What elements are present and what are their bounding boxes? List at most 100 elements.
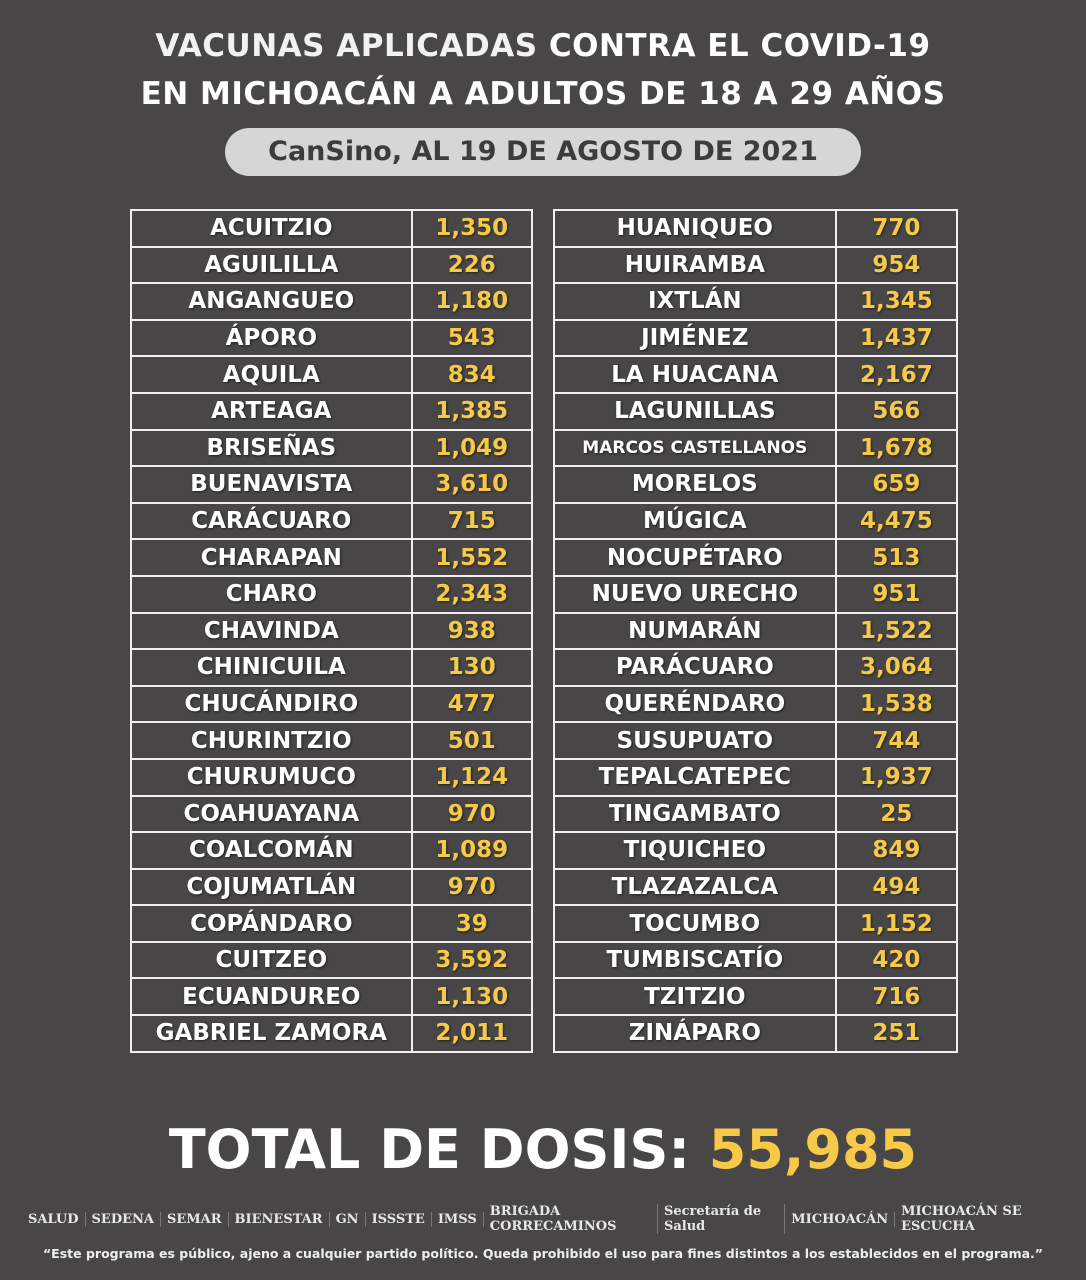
dose-count: 251 — [834, 1014, 959, 1053]
table-row: TINGAMBATO 25 — [553, 794, 959, 834]
dose-count: 226 — [410, 245, 534, 285]
municipality-name: ARTEAGA — [130, 391, 413, 431]
dose-count: 849 — [834, 831, 959, 870]
table-row: CHUCÁNDIRO 477 — [130, 684, 534, 724]
municipality-name: COALCOMÁN — [130, 831, 413, 870]
dose-count: 1,522 — [834, 611, 959, 651]
municipality-name: ZINÁPARO — [553, 1014, 837, 1053]
dose-count: 513 — [834, 538, 959, 577]
logo: Secretaría de Salud — [658, 1204, 786, 1234]
table-row: ARTEAGA 1,385 — [130, 391, 534, 431]
table-row: IXTLÁN 1,345 — [553, 282, 959, 321]
logo: IMSS — [432, 1211, 484, 1227]
municipality-name: CHAVINDA — [130, 611, 413, 651]
dose-count: 1,350 — [410, 209, 534, 248]
dose-count: 938 — [410, 611, 534, 651]
municipality-name: GABRIEL ZAMORA — [130, 1014, 413, 1053]
municipality-name: TIQUICHEO — [553, 831, 837, 870]
dose-count: 716 — [834, 977, 959, 1017]
municipality-name: CHINICUILA — [130, 648, 413, 687]
title-line-2: EN MICHOACÁN A ADULTOS DE 18 A 29 AÑOS — [140, 76, 946, 112]
title-part-a: VACUNAS APLICADAS — [155, 28, 549, 64]
dose-count: 1,437 — [834, 318, 959, 358]
municipality-name: TLAZAZALCA — [553, 867, 837, 907]
table-row: ZINÁPARO 251 — [553, 1014, 959, 1053]
municipality-name: CARÁCUARO — [130, 501, 413, 541]
table-row: CHURUMUCO 1,124 — [130, 757, 534, 797]
table-row: CARÁCUARO 715 — [130, 501, 534, 541]
dose-count: 1,678 — [834, 428, 959, 468]
municipality-name: CHURUMUCO — [130, 757, 413, 797]
municipality-name: LA HUACANA — [553, 355, 837, 394]
table-row: LAGUNILLAS 566 — [553, 391, 959, 431]
dose-count: 39 — [410, 904, 534, 943]
dose-count: 2,343 — [410, 574, 534, 614]
municipality-name: AQUILA — [130, 355, 413, 394]
dose-count: 659 — [834, 465, 959, 504]
dose-count: 3,064 — [834, 648, 959, 687]
municipality-name: PARÁCUARO — [553, 648, 837, 687]
dose-count: 1,345 — [834, 282, 959, 321]
municipality-name: NOCUPÉTARO — [553, 538, 837, 577]
logo: ISSSTE — [366, 1211, 432, 1227]
municipality-name: JIMÉNEZ — [553, 318, 837, 358]
dose-count: 3,610 — [410, 465, 534, 504]
table-left: ACUITZIO 1,350 AGUILILLA 226 ANGANGUEO 1,180 Á… — [130, 209, 534, 1053]
dose-count: 715 — [410, 501, 534, 541]
table-row: SUSUPUATO 744 — [553, 721, 959, 760]
table-row: COJUMATLÁN 970 — [130, 867, 534, 907]
dose-count: 2,167 — [834, 355, 959, 394]
table-row: MARCOS CASTELLANOS 1,678 — [553, 428, 959, 468]
table-row: CHAVINDA 938 — [130, 611, 534, 651]
municipality-name: ANGANGUEO — [130, 282, 413, 321]
logo: SALUD — [22, 1211, 86, 1227]
municipality-name: TUMBISCATÍO — [553, 940, 837, 980]
table-right: HUANIQUEO 770 HUIRAMBA 954 IXTLÁN 1,345 JIMÉNE… — [553, 209, 959, 1053]
logo-bar: SALUD SEDENA SEMAR BIENESTAR GN ISSSTE IMSS BRI… — [22, 1204, 1066, 1234]
dose-count: 494 — [834, 867, 959, 907]
municipality-name: CUITZEO — [130, 940, 413, 980]
municipality-name: IXTLÁN — [553, 282, 837, 321]
municipality-name: CHARO — [130, 574, 413, 614]
dose-count: 744 — [834, 721, 959, 760]
table-row: LA HUACANA 2,167 — [553, 355, 959, 394]
municipality-name: TOCUMBO — [553, 904, 837, 943]
dose-count: 501 — [410, 721, 534, 760]
table-row: HUIRAMBA 954 — [553, 245, 959, 285]
municipality-name: HUIRAMBA — [553, 245, 837, 285]
total-doses: TOTAL DE DOSIS: 55,985 — [0, 1118, 1086, 1181]
municipality-name: ECUANDUREO — [130, 977, 413, 1017]
table-row: COPÁNDARO 39 — [130, 904, 534, 943]
municipality-name: MORELOS — [553, 465, 837, 504]
table-row: COALCOMÁN 1,089 — [130, 831, 534, 870]
municipality-name: HUANIQUEO — [553, 209, 837, 248]
table-row: CHURINTZIO 501 — [130, 721, 534, 760]
municipality-name: BUENAVISTA — [130, 465, 413, 504]
table-row: MÚGICA 4,475 — [553, 501, 959, 541]
dose-count: 420 — [834, 940, 959, 980]
municipality-name: ACUITZIO — [130, 209, 413, 248]
dose-count: 2,011 — [410, 1014, 534, 1053]
subtitle-badge: CanSino, AL 19 DE AGOSTO DE 2021 — [225, 128, 861, 176]
disclaimer: “Este programa es público, ajeno a cualq… — [42, 1246, 1044, 1261]
municipality-name: NUEVO URECHO — [553, 574, 837, 614]
logo: GN — [330, 1211, 366, 1227]
dose-count: 1,538 — [834, 684, 959, 724]
table-row: TIQUICHEO 849 — [553, 831, 959, 870]
table-row: BRISEÑAS 1,049 — [130, 428, 534, 468]
dose-count: 1,130 — [410, 977, 534, 1017]
municipality-name: COAHUAYANA — [130, 794, 413, 834]
dose-count: 970 — [410, 794, 534, 834]
total-value: 55,985 — [708, 1118, 918, 1181]
table-row: TUMBISCATÍO 420 — [553, 940, 959, 980]
dose-count: 954 — [834, 245, 959, 285]
municipality-name: BRISEÑAS — [130, 428, 413, 468]
table-row: COAHUAYANA 970 — [130, 794, 534, 834]
dose-count: 951 — [834, 574, 959, 614]
dose-count: 1,124 — [410, 757, 534, 797]
logo: SEDENA — [86, 1211, 161, 1227]
total-label: TOTAL DE DOSIS: — [168, 1118, 709, 1181]
municipality-name: CHARAPAN — [130, 538, 413, 577]
table-row: CUITZEO 3,592 — [130, 940, 534, 980]
table-row: NOCUPÉTARO 513 — [553, 538, 959, 577]
